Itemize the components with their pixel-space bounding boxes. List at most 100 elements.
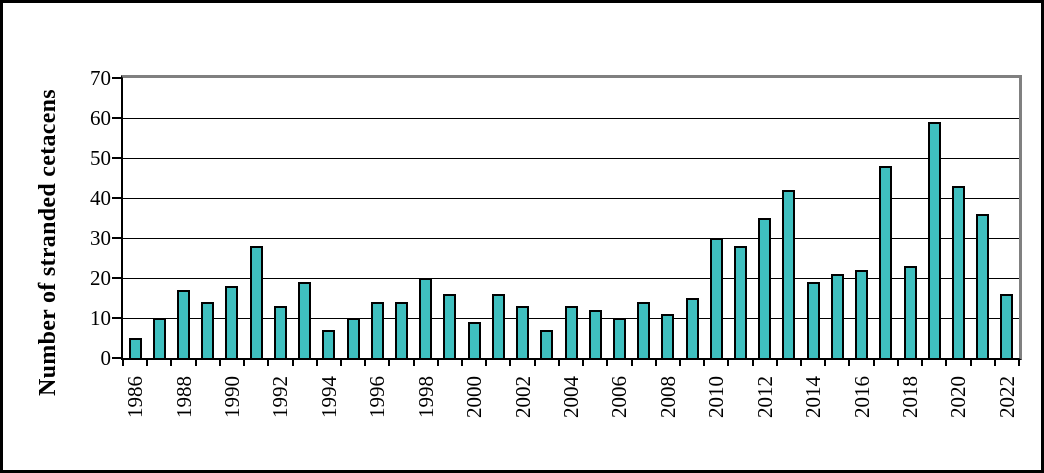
bar-1997: [394, 302, 408, 358]
bar-1991: [249, 246, 263, 358]
bar-2005: [588, 310, 602, 358]
x-tick-mark-21: [630, 360, 633, 366]
y-tick-mark-60: [112, 117, 121, 119]
bar-2007: [637, 302, 651, 358]
x-tick-mark-20: [606, 360, 609, 366]
x-tick-mark-29: [824, 360, 827, 366]
plot-area: [121, 75, 1022, 360]
bar-2017: [879, 166, 893, 358]
y-tick-mark-50: [112, 157, 121, 159]
bar-1993: [298, 282, 312, 358]
x-tick-mark-0: [122, 360, 124, 366]
y-gridline-20: [123, 278, 1019, 279]
x-tick-mark-32: [896, 360, 899, 366]
x-tick-mark-16: [509, 360, 512, 366]
x-tick-label-2016: 2016: [849, 376, 874, 418]
bar-2016: [855, 270, 869, 358]
bar-2011: [734, 246, 747, 358]
x-tick-label-2000: 2000: [462, 376, 487, 418]
bar-2009: [685, 298, 699, 358]
bar-1987: [152, 318, 166, 358]
x-tick-mark-34: [945, 360, 948, 366]
x-tick-label-2002: 2002: [510, 376, 535, 418]
x-tick-label-2014: 2014: [801, 376, 826, 418]
x-tick-mark-37: [1018, 360, 1020, 366]
bar-1998: [419, 278, 433, 358]
bar-2010: [709, 238, 723, 358]
x-tick-label-1994: 1994: [316, 376, 341, 418]
bar-1996: [370, 302, 384, 358]
x-tick-label-1988: 1988: [171, 376, 196, 418]
bar-1992: [273, 306, 287, 358]
bar-2022: [1000, 294, 1014, 358]
y-tick-mark-70: [112, 77, 121, 79]
x-tick-mark-14: [461, 360, 464, 366]
x-tick-mark-9: [339, 360, 342, 366]
x-tick-mark-6: [267, 360, 270, 366]
x-tick-mark-33: [921, 360, 924, 366]
bar-1999: [443, 294, 457, 358]
x-tick-mark-25: [727, 360, 730, 366]
x-tick-mark-27: [775, 360, 778, 366]
plot-inner-layer: [123, 78, 1019, 358]
x-tick-label-2004: 2004: [559, 376, 583, 418]
x-tick-mark-7: [291, 360, 294, 366]
x-tick-mark-4: [218, 360, 221, 366]
y-tick-label-0: 0: [100, 346, 112, 370]
y-tick-label-10: 10: [90, 306, 111, 330]
x-tick-mark-3: [194, 360, 197, 366]
x-tick-mark-26: [751, 360, 754, 366]
x-tick-mark-11: [388, 360, 391, 366]
bar-2019: [927, 122, 941, 358]
bar-2006: [612, 318, 626, 358]
x-tick-mark-36: [993, 360, 996, 366]
bar-2004: [564, 306, 578, 358]
bar-2002: [516, 306, 530, 358]
y-gridline-40: [123, 198, 1019, 199]
bar-2001: [491, 294, 505, 358]
x-tick-mark-22: [654, 360, 657, 366]
bar-2021: [976, 214, 990, 358]
y-tick-mark-30: [112, 237, 121, 239]
x-tick-mark-15: [485, 360, 488, 366]
y-tick-mark-10: [112, 317, 121, 319]
x-tick-mark-12: [412, 360, 415, 366]
bar-2015: [830, 274, 844, 358]
x-tick-mark-8: [315, 360, 318, 366]
bar-2013: [782, 190, 796, 358]
x-tick-mark-23: [678, 360, 681, 366]
y-tick-mark-20: [112, 277, 121, 279]
x-tick-label-1990: 1990: [219, 376, 244, 418]
bar-1994: [322, 330, 336, 358]
x-tick-label-1998: 1998: [413, 376, 438, 418]
y-tick-label-50: 50: [90, 146, 111, 170]
x-tick-mark-13: [436, 360, 439, 366]
y-tick-label-40: 40: [90, 186, 111, 210]
bar-2014: [806, 282, 820, 358]
bar-1986: [128, 338, 142, 358]
bar-2012: [758, 218, 772, 358]
x-tick-mark-30: [848, 360, 851, 366]
x-tick-label-1996: 1996: [365, 376, 390, 418]
bar-1989: [201, 302, 215, 358]
y-tick-mark-40: [112, 197, 121, 199]
y-gridline-60: [123, 118, 1019, 119]
x-tick-label-2022: 2022: [994, 376, 1019, 418]
y-tick-mark-0: [112, 357, 121, 359]
y-gridline-30: [123, 238, 1019, 239]
bar-1995: [346, 318, 360, 358]
x-tick-mark-31: [872, 360, 875, 366]
x-tick-mark-1: [146, 360, 149, 366]
y-tick-label-30: 30: [90, 226, 111, 250]
bar-1988: [177, 290, 191, 358]
bar-2018: [903, 266, 917, 358]
x-tick-label-2006: 2006: [607, 376, 632, 418]
y-tick-label-70: 70: [90, 66, 111, 90]
x-tick-label-1986: 1986: [123, 376, 148, 418]
x-tick-mark-5: [243, 360, 246, 366]
x-tick-label-2010: 2010: [704, 376, 729, 418]
x-tick-mark-18: [557, 360, 560, 366]
bar-2008: [661, 314, 675, 358]
x-tick-label-2012: 2012: [752, 376, 777, 418]
